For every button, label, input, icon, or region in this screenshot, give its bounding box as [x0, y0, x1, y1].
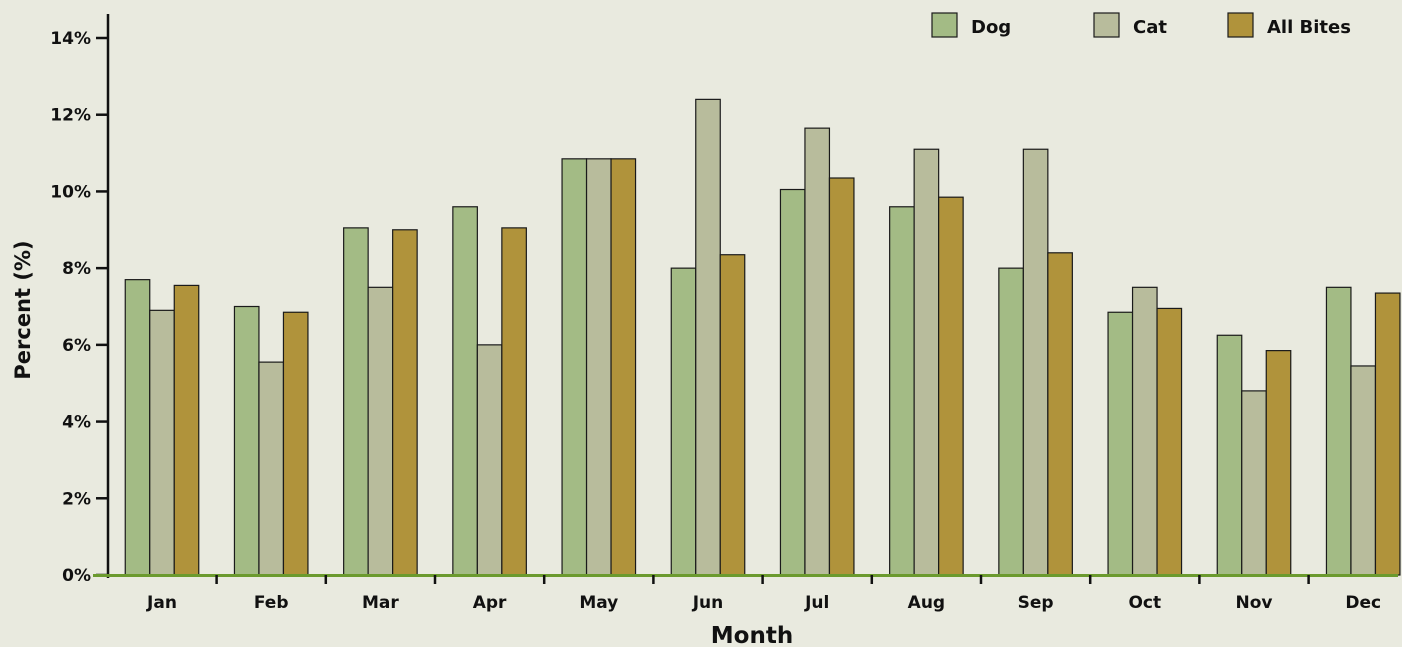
- bar-cat-sep: [1022, 148, 1049, 576]
- bar-dog-dec: [1325, 286, 1352, 576]
- bar-dog-may: [561, 158, 588, 576]
- bar-dog-apr: [452, 206, 478, 576]
- bar-all-bites-may: [610, 158, 637, 576]
- legend-swatch-dog: [931, 12, 958, 38]
- x-category-label: Aug: [908, 593, 945, 613]
- legend: Dog Cat All Bites: [931, 12, 1351, 38]
- bar-cat-nov: [1241, 390, 1267, 576]
- bar-all-bites-jun: [719, 254, 746, 576]
- bar-cat-apr: [476, 344, 503, 576]
- y-tick-label: 6%: [62, 336, 91, 356]
- bar-cat-jun: [695, 98, 721, 576]
- x-axis-category-labels: Jan Feb Mar Apr May Jun Jul Aug Sep Oct Nov Dec: [146, 593, 1381, 613]
- x-category-label: May: [579, 593, 618, 613]
- bar-all-bites-jan: [173, 284, 200, 576]
- bar-cat-jan: [149, 309, 175, 576]
- bar-dog-mar: [343, 227, 369, 576]
- bar-dog-jan: [124, 279, 151, 576]
- bar-all-bites-aug: [938, 196, 964, 576]
- bar-dog-sep: [998, 267, 1024, 576]
- x-category-label: Mar: [362, 593, 399, 613]
- x-category-label: Jul: [804, 593, 829, 613]
- bar-all-bites-sep: [1047, 252, 1073, 576]
- bar-dog-feb: [233, 305, 260, 576]
- bar-cat-feb: [258, 361, 285, 576]
- x-category-label: Jun: [692, 593, 724, 613]
- bar-dog-nov: [1216, 334, 1243, 576]
- x-axis-ticks: [215, 575, 1310, 584]
- y-tick-label: 12%: [50, 106, 91, 126]
- bar-all-bites-jul: [828, 177, 855, 576]
- x-category-label: Sep: [1018, 593, 1054, 613]
- bar-all-bites-feb: [282, 311, 309, 576]
- legend-label: Dog: [971, 17, 1011, 38]
- bar-dog-oct: [1107, 311, 1134, 576]
- bar-dog-jun: [670, 267, 697, 576]
- x-category-label: Oct: [1128, 593, 1161, 613]
- x-category-label: Feb: [254, 593, 289, 613]
- bar-all-bites-oct: [1156, 307, 1183, 576]
- legend-swatch-cat: [1093, 12, 1120, 38]
- y-tick-label: 10%: [50, 182, 91, 202]
- y-tick-label: 0%: [62, 566, 91, 586]
- x-axis-title: Month: [711, 623, 793, 647]
- bar-cat-mar: [367, 286, 394, 576]
- bar-cat-dec: [1350, 365, 1377, 576]
- bar-all-bites-dec: [1374, 292, 1401, 576]
- x-category-label: Dec: [1345, 593, 1381, 613]
- bar-dog-aug: [889, 206, 915, 576]
- bar-cat-may: [585, 158, 612, 576]
- y-axis-ticks: 0% 2% 4% 6% 8% 10% 12% 14%: [50, 29, 108, 586]
- legend-swatch-all-bites: [1227, 12, 1254, 38]
- legend-label: All Bites: [1267, 17, 1351, 38]
- y-tick-label: 2%: [62, 489, 91, 509]
- x-category-label: Nov: [1236, 593, 1273, 613]
- bar-cat-jul: [804, 127, 831, 576]
- bar-cat-oct: [1131, 286, 1158, 576]
- bar-all-bites-apr: [501, 227, 527, 576]
- bars-layer: [124, 98, 1401, 576]
- bar-all-bites-nov: [1265, 350, 1292, 576]
- x-category-label: Jan: [146, 593, 177, 613]
- legend-label: Cat: [1133, 17, 1167, 38]
- bar-all-bites-mar: [392, 229, 418, 576]
- y-tick-label: 4%: [62, 413, 91, 433]
- y-tick-label: 14%: [50, 29, 91, 49]
- x-category-label: Apr: [473, 593, 507, 613]
- y-axis-title: Percent (%): [11, 240, 35, 379]
- bar-cat-aug: [913, 148, 940, 576]
- y-tick-label: 8%: [62, 259, 91, 279]
- bar-dog-jul: [779, 188, 806, 576]
